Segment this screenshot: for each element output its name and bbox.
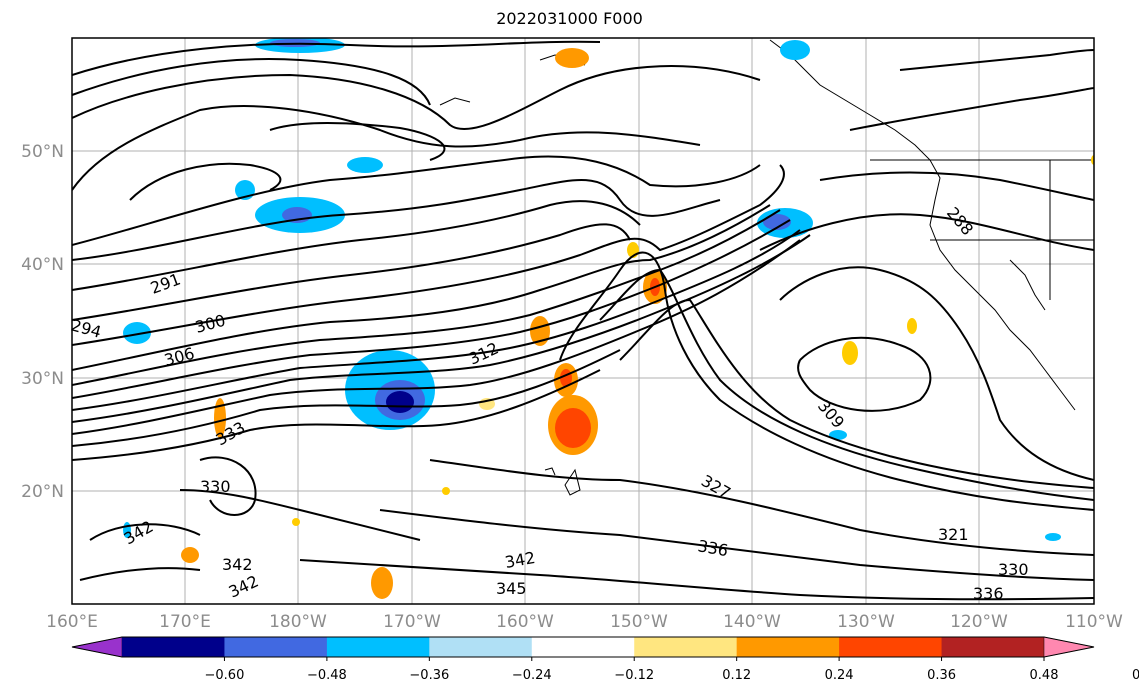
lon-label: 130°W bbox=[837, 612, 895, 632]
colorbar-segment bbox=[941, 637, 1045, 657]
contour-label: 321 bbox=[938, 525, 969, 544]
contour-label: 330 bbox=[998, 560, 1029, 579]
colorbar-tick-label: 0.24 bbox=[825, 668, 854, 683]
contour-label: 345 bbox=[496, 579, 527, 598]
colorbar-tick-label: −0.24 bbox=[512, 668, 552, 683]
lon-label: 140°W bbox=[723, 612, 781, 632]
shaded-anomalies bbox=[123, 38, 1094, 599]
contour-label: 342 bbox=[222, 555, 253, 574]
lon-label: 120°W bbox=[950, 612, 1008, 632]
colorbar-tick-label: 0.12 bbox=[722, 668, 751, 683]
contour-label: 336 bbox=[973, 584, 1004, 603]
colorbar-tick-label: −0.48 bbox=[307, 668, 347, 683]
lon-label: 170°E bbox=[159, 612, 211, 632]
map-frame bbox=[71, 37, 1095, 605]
lon-label: 150°W bbox=[610, 612, 668, 632]
colorbar-outline bbox=[71, 636, 1095, 658]
colorbar-tick-label: 0.48 bbox=[1030, 668, 1059, 683]
lon-label: 180°W bbox=[269, 612, 327, 632]
lon-label: 170°W bbox=[383, 612, 441, 632]
colorbar-tick-label: −0.36 bbox=[409, 668, 449, 683]
contour-lines bbox=[72, 40, 1094, 601]
lat-label: 20°N bbox=[21, 482, 64, 502]
coastlines bbox=[439, 39, 1094, 496]
colorbar-segment bbox=[736, 637, 840, 657]
gridlines bbox=[72, 38, 1094, 604]
map-title: 2022031000 F000 bbox=[496, 9, 643, 28]
colorbar-tick-label: −0.60 bbox=[205, 668, 245, 683]
lat-axis: 50°N 40°N 30°N 20°N bbox=[21, 142, 64, 502]
colorbar-segment bbox=[634, 637, 738, 657]
lon-label: 160°W bbox=[496, 612, 554, 632]
colorbar-segment bbox=[429, 637, 533, 657]
colorbar-segment bbox=[224, 637, 328, 657]
colorbar-segment bbox=[122, 637, 225, 657]
lon-axis: 160°E 170°E 180°W 170°W 160°W 150°W 140°… bbox=[46, 612, 1123, 632]
contour-label: 330 bbox=[200, 477, 231, 496]
lat-label: 40°N bbox=[21, 255, 64, 275]
colorbar-tick-label: 0.36 bbox=[927, 668, 956, 683]
colorbar: −0.60 −0.48 −0.36 −0.24 −0.12 0.12 0.24 0.36 0.4… bbox=[71, 636, 1139, 683]
colorbar-tick-label: −0.12 bbox=[614, 668, 654, 683]
lon-label: 110°W bbox=[1065, 612, 1123, 632]
colorbar-tick-label: 0.60 bbox=[1132, 668, 1139, 683]
lat-label: 50°N bbox=[21, 142, 64, 162]
lat-label: 30°N bbox=[21, 369, 64, 389]
colorbar-segment bbox=[839, 637, 943, 657]
colorbar-segment bbox=[531, 637, 635, 657]
colorbar-segment bbox=[326, 637, 430, 657]
lon-label: 160°E bbox=[46, 612, 98, 632]
map-content bbox=[72, 38, 1094, 604]
colorbar-extend-max bbox=[1043, 636, 1095, 658]
colorbar-extend-min bbox=[71, 636, 123, 658]
